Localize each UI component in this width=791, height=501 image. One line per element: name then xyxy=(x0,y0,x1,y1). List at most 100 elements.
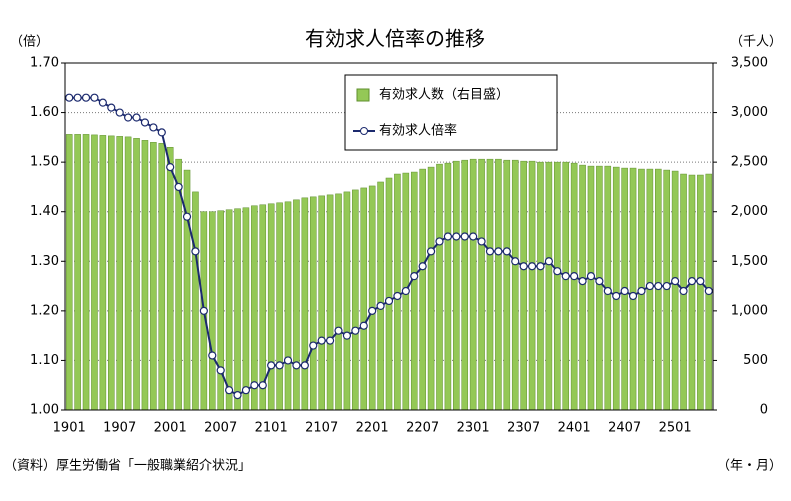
bar xyxy=(478,158,485,411)
source: （資料）厚生労働省「一般職業紹介状況」 xyxy=(4,458,251,474)
line-marker xyxy=(460,232,469,241)
bar xyxy=(419,168,426,411)
bar xyxy=(208,211,216,411)
bar xyxy=(91,134,98,411)
line-marker xyxy=(300,361,309,370)
bar xyxy=(671,170,679,411)
line-marker xyxy=(368,306,377,315)
line-marker xyxy=(309,341,318,350)
line-marker xyxy=(696,277,705,286)
line-marker xyxy=(359,321,368,330)
x-tick-label: 2407 xyxy=(608,421,641,436)
bar xyxy=(318,195,325,411)
line-marker xyxy=(553,267,562,276)
line-marker xyxy=(208,351,217,360)
line-marker xyxy=(342,331,352,340)
line-marker xyxy=(225,386,234,395)
x-tick-label: 2101 xyxy=(255,421,288,436)
line-marker xyxy=(612,291,621,301)
x-tick-label: 2207 xyxy=(406,421,439,436)
bar xyxy=(461,159,469,411)
line-marker xyxy=(595,277,604,286)
chart-title: 有効求人倍率の推移 xyxy=(305,27,485,51)
bar xyxy=(368,185,376,411)
y-tick-label: 1.00 xyxy=(30,403,59,418)
y2-tick-label: 2,500 xyxy=(731,155,768,170)
line-marker xyxy=(250,381,259,390)
y2-tick-label: 1,500 xyxy=(731,254,768,269)
line-marker xyxy=(645,281,654,291)
x-tick-label: 2501 xyxy=(659,421,692,436)
bar xyxy=(335,193,342,411)
bar xyxy=(503,159,511,411)
bar xyxy=(596,165,603,411)
line-marker xyxy=(586,272,596,281)
bar xyxy=(284,201,292,411)
line-marker xyxy=(485,247,495,256)
line-marker xyxy=(376,301,385,310)
line-marker xyxy=(410,272,419,281)
line-marker xyxy=(401,286,410,296)
y2-tick-label: 3,000 xyxy=(731,105,768,120)
bar xyxy=(495,158,502,411)
line-marker xyxy=(98,98,107,107)
y2-tick-label: 3,500 xyxy=(731,56,768,71)
line-marker xyxy=(426,247,436,256)
y2-tick-label: 2,000 xyxy=(731,204,768,219)
line-marker xyxy=(107,103,116,112)
bar xyxy=(427,166,435,411)
line-marker xyxy=(149,123,158,132)
line-marker xyxy=(166,163,175,172)
bar xyxy=(276,202,283,411)
bar xyxy=(562,161,570,411)
line-marker xyxy=(544,257,553,266)
bar xyxy=(570,162,578,411)
x-tick-label: 1907 xyxy=(103,421,136,436)
line-marker xyxy=(317,336,326,345)
legend-marker xyxy=(360,127,368,135)
y-axis-label: （倍） xyxy=(10,35,49,50)
line-marker xyxy=(477,237,486,246)
line-marker xyxy=(140,118,150,127)
line-marker xyxy=(124,113,133,122)
bar xyxy=(234,208,241,411)
bar xyxy=(225,209,233,411)
line-marker xyxy=(519,262,528,271)
bar xyxy=(217,210,224,411)
x-tick-label: 1901 xyxy=(53,421,86,436)
line-marker xyxy=(174,182,183,192)
plot-frame xyxy=(64,62,714,411)
bar xyxy=(99,135,107,411)
x-tick-label: 2307 xyxy=(507,421,540,436)
bar xyxy=(453,160,460,411)
bar xyxy=(688,174,696,411)
line-marker xyxy=(662,281,671,291)
bar xyxy=(150,142,157,411)
line-marker xyxy=(704,286,713,296)
legend-label: 有効求人数（右目盛） xyxy=(379,88,509,103)
bar xyxy=(579,164,586,411)
y-tick-label: 1.20 xyxy=(30,303,59,318)
bar xyxy=(486,158,494,411)
y2-tick-label: 0 xyxy=(760,403,768,418)
bar xyxy=(520,160,527,411)
line-marker xyxy=(527,262,537,271)
bar xyxy=(251,205,258,411)
bar xyxy=(385,177,393,411)
line-marker xyxy=(241,386,251,395)
bar xyxy=(554,161,561,411)
bar xyxy=(444,162,452,411)
bar xyxy=(343,191,351,411)
bar xyxy=(352,189,359,411)
line-marker xyxy=(351,326,360,335)
line-marker xyxy=(628,291,638,301)
line-marker xyxy=(283,356,293,365)
y-tick-label: 1.70 xyxy=(30,56,59,71)
bar xyxy=(65,134,73,411)
line-marker xyxy=(157,128,166,137)
bar xyxy=(545,161,553,411)
line-marker xyxy=(620,286,629,296)
bar xyxy=(124,136,132,411)
bar xyxy=(537,161,544,411)
